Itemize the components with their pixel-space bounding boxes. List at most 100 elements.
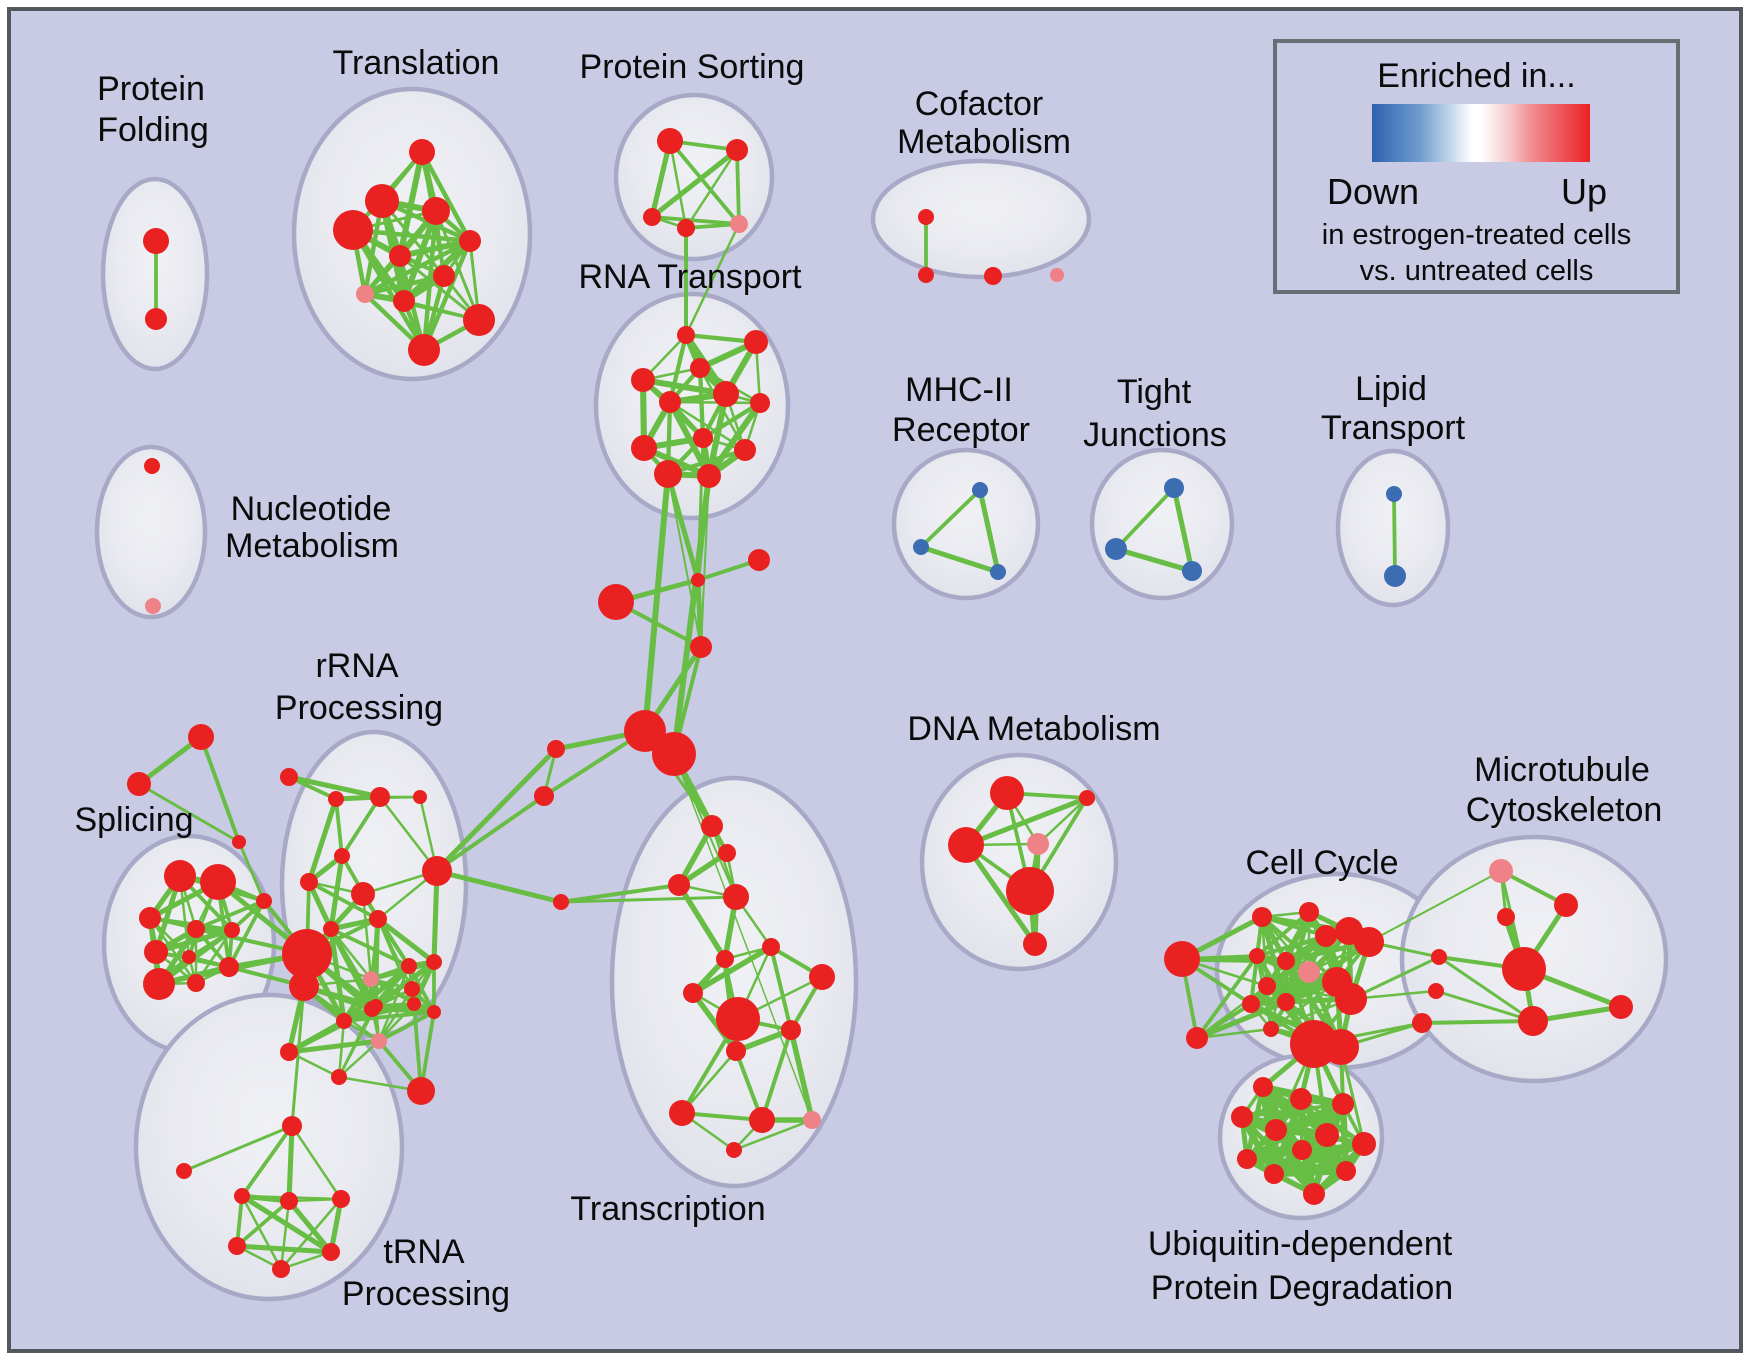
cluster-label-lipid-transport: Transport [1321, 409, 1466, 447]
gene-set-node-cell-cycle [1298, 961, 1320, 983]
gene-set-node-transcription [749, 1107, 775, 1133]
gene-set-node-rna-transport [690, 358, 710, 378]
gene-set-node-protein-sorting [730, 215, 748, 233]
gene-set-node-ubiquitin-degradation [1303, 1183, 1325, 1205]
gene-set-node-rrna-processing [331, 1069, 347, 1085]
edge-rrna-processing [375, 916, 437, 965]
gene-set-node-protein-sorting [677, 219, 695, 237]
edge-cell-cycle [1194, 999, 1289, 1041]
gene-set-node-translation [393, 290, 415, 312]
edge-link [182, 1124, 294, 1173]
edge-trna-processing [235, 1199, 291, 1248]
gene-set-node-rrna-processing [300, 873, 318, 891]
gene-set-node-microtubule-cytoskeleton [1497, 908, 1515, 926]
edge-trna-processing [234, 1243, 334, 1255]
cluster-label-mhc-ii-receptor: MHC-II [905, 371, 1013, 409]
cluster-label-dna-metabolism: DNA Metabolism [907, 710, 1160, 748]
edge-link [290, 984, 306, 1128]
gene-set-node-trna-processing [280, 1192, 298, 1210]
gene-set-node-cell-cycle [1354, 927, 1384, 957]
gene-set-node-dna-metabolism [1027, 833, 1049, 855]
gene-set-node-protein-sorting [657, 128, 683, 154]
gene-set-node-cell-cycle [1277, 993, 1295, 1011]
edge-transcription [690, 944, 774, 996]
edge-cell-cycle [1195, 954, 1259, 1040]
gene-set-node-tight-junctions [1164, 478, 1184, 498]
gene-set-node-central-chain [748, 549, 770, 571]
gene-set-node-trna-processing [282, 1116, 302, 1136]
edge-trna-processing [279, 1197, 343, 1271]
gene-set-node-cell-cycle [1164, 941, 1200, 977]
gene-set-node-translation [389, 245, 411, 267]
edge-mhc-ii-receptor [919, 488, 982, 549]
gene-set-node-translation [433, 265, 455, 287]
edge-transcription [769, 945, 793, 1032]
edge-rrna-processing [373, 959, 437, 1009]
edge-protein-sorting [649, 138, 673, 220]
gene-set-node-rrna-processing [369, 910, 387, 928]
gene-set-node-central-chain [598, 584, 634, 620]
legend-down-label: Down [1327, 171, 1420, 212]
edge-link [642, 471, 671, 734]
edge-link [700, 475, 710, 648]
gene-set-node-microtubule-cytoskeleton [1428, 983, 1444, 999]
gene-set-node-rna-transport [677, 326, 695, 344]
cluster-label-rrna-processing: Processing [275, 689, 443, 727]
cluster-label-trna-processing: tRNA [383, 1233, 465, 1271]
gene-set-node-rrna-processing [282, 929, 332, 979]
gene-set-node-trna-processing [234, 1188, 250, 1204]
gene-set-node-ubiquitin-degradation [1231, 1106, 1253, 1128]
edge-translation [419, 149, 473, 244]
edge-rrna-processing [431, 868, 440, 965]
edge-rrna-processing [286, 1038, 382, 1055]
gene-set-node-rna-transport [654, 460, 682, 488]
cluster-label-cofactor-metabolism: Metabolism [897, 123, 1071, 161]
gene-set-node-splicing-satellites [232, 835, 246, 849]
edge-link [1434, 989, 1535, 1023]
gene-set-node-trna-processing [322, 1243, 340, 1261]
gene-set-node-rrna-processing [426, 954, 442, 970]
gene-set-node-dna-metabolism [1079, 790, 1095, 806]
cluster-label-splicing: Splicing [74, 801, 193, 839]
gene-set-node-cell-cycle [1277, 952, 1295, 970]
gene-set-node-splicing [139, 907, 161, 929]
legend-caption-line1: in estrogen-treated cells [1321, 219, 1632, 251]
gene-set-node-ubiquitin-degradation [1332, 1093, 1354, 1115]
gene-set-node-ubiquitin-degradation [1253, 1077, 1273, 1097]
edge-rrna-processing [329, 927, 411, 968]
cluster-label-cell-cycle: Cell Cycle [1245, 844, 1398, 882]
edge-link [665, 471, 701, 583]
edge-protein-sorting [735, 148, 741, 226]
gene-set-node-protein-folding [143, 228, 169, 254]
edge-transcription [680, 1049, 738, 1115]
gene-set-node-lipid-transport [1386, 486, 1402, 502]
cluster-ellipse-dna-metabolism [919, 752, 1119, 972]
edge-rna-transport [667, 332, 689, 405]
edge-rrna-processing [412, 1002, 423, 1093]
gene-set-node-cell-cycle [1323, 1029, 1359, 1065]
gene-set-node-transcription [701, 815, 723, 837]
edge-rrna-processing [337, 1019, 346, 1079]
gene-set-node-rrna-processing [407, 1077, 435, 1105]
edge-link [667, 473, 702, 648]
edge-trna-processing [286, 1123, 295, 1204]
gene-set-node-rna-transport [697, 464, 721, 488]
gene-set-node-ubiquitin-degradation [1336, 1161, 1356, 1181]
cluster-label-nucleotide-metabolism: Nucleotide [231, 490, 392, 528]
gene-set-node-cell-cycle [1252, 907, 1272, 927]
edge-link [433, 746, 559, 874]
edge-rrna-processing [340, 795, 382, 858]
gene-set-node-cofactor-metabolism [918, 267, 934, 283]
gene-set-node-trna-processing [272, 1260, 290, 1278]
edge-link [684, 222, 741, 337]
edge-protein-sorting [668, 139, 688, 230]
gene-set-node-transcription [716, 997, 760, 1041]
edge-link [559, 883, 681, 904]
edge-link [1499, 869, 1568, 907]
gene-set-node-cell-cycle [1242, 995, 1260, 1013]
gene-set-node-rrna-processing [404, 981, 420, 997]
cluster-label-ubiquitin-degradation: Ubiquitin-dependent [1148, 1225, 1453, 1263]
gene-set-node-rrna-processing [427, 1005, 441, 1019]
gene-set-node-central-chain [652, 732, 696, 776]
gene-set-node-protein-sorting [726, 139, 748, 161]
